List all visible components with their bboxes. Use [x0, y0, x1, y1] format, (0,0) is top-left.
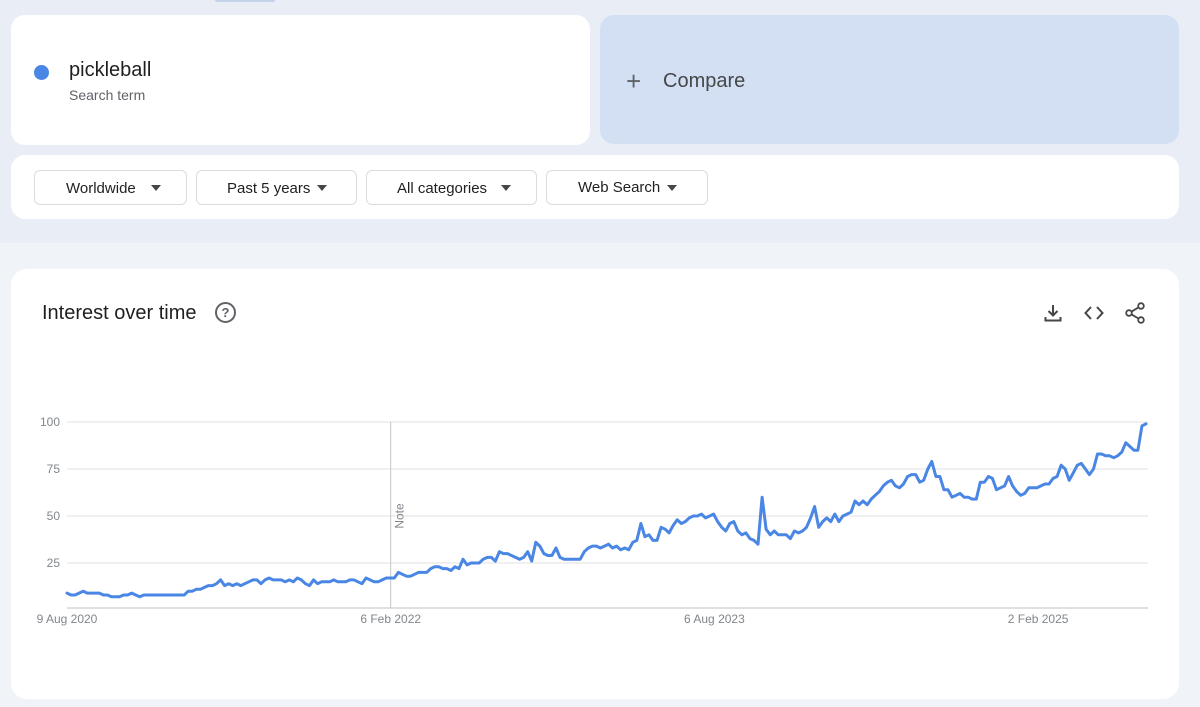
chevron-down-icon	[501, 185, 511, 191]
time-range-dropdown-label: Past 5 years	[227, 180, 311, 197]
help-icon[interactable]: ?	[215, 302, 236, 323]
chevron-down-icon	[151, 185, 161, 191]
x-tick-label: 6 Feb 2022	[360, 612, 421, 626]
series-line-pickleball	[65, 422, 1148, 599]
x-tick-label: 9 Aug 2020	[37, 612, 98, 626]
time-range-dropdown[interactable]: Past 5 years	[196, 170, 357, 205]
y-tick-label: 100	[40, 415, 60, 429]
y-tick-label: 75	[47, 462, 61, 476]
embed-code-icon[interactable]	[1083, 302, 1105, 324]
download-icon[interactable]	[1042, 302, 1064, 324]
chevron-down-icon	[317, 185, 327, 191]
note-marker-label: Note	[393, 503, 407, 529]
share-icon[interactable]	[1124, 302, 1146, 324]
interest-over-time-card	[11, 269, 1179, 699]
chevron-down-icon	[667, 185, 677, 191]
region-dropdown-label: Worldwide	[66, 180, 136, 197]
series-color-dot	[34, 65, 49, 80]
search-property-dropdown[interactable]: Web Search	[546, 170, 708, 205]
top-tab-indicator	[215, 0, 275, 2]
y-tick-label: 25	[47, 556, 61, 570]
compare-button[interactable]	[600, 15, 1179, 144]
x-tick-label: 6 Aug 2023	[684, 612, 745, 626]
search-term-name[interactable]: pickleball	[69, 59, 152, 81]
region-dropdown[interactable]: Worldwide	[34, 170, 187, 205]
interest-over-time-chart[interactable]: 100 75 50 25 Note 9 Aug 2020 6 Feb 2022 6 Aug 2…	[0, 400, 1200, 640]
search-property-dropdown-label: Web Search	[578, 179, 661, 196]
plus-icon[interactable]: +	[626, 66, 642, 96]
compare-label[interactable]: Compare	[663, 70, 746, 92]
search-term-card[interactable]	[11, 15, 590, 145]
category-dropdown-label: All categories	[397, 180, 488, 197]
chart-title: Interest over time	[42, 302, 197, 324]
category-dropdown[interactable]: All categories	[366, 170, 537, 205]
search-term-subtitle: Search term	[69, 87, 146, 103]
x-tick-label: 2 Feb 2025	[1008, 612, 1069, 626]
y-tick-label: 50	[47, 509, 61, 523]
